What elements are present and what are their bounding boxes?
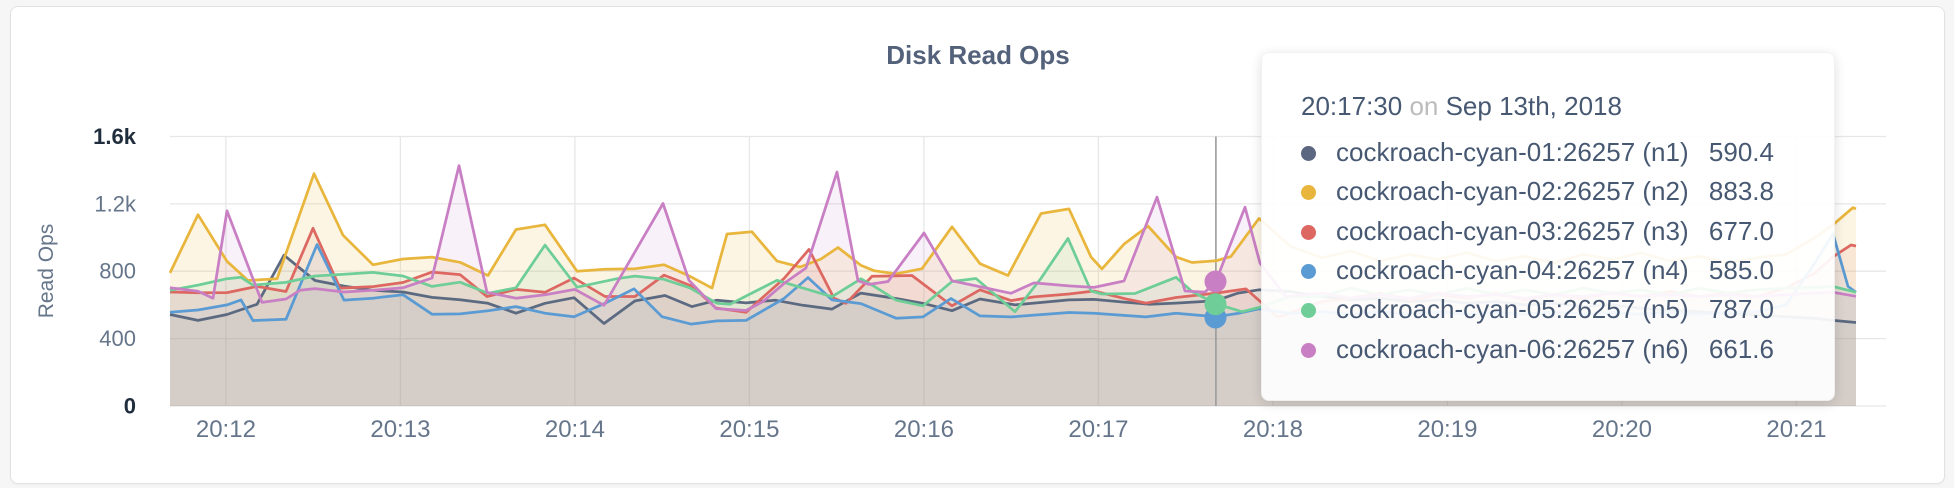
svg-text:20:21: 20:21 [1766, 416, 1826, 443]
svg-text:20:15: 20:15 [719, 416, 779, 443]
svg-text:Read Ops: Read Ops [35, 224, 58, 319]
svg-text:0: 0 [124, 394, 136, 419]
svg-text:20:17: 20:17 [1068, 416, 1128, 443]
svg-text:20:18: 20:18 [1243, 416, 1303, 443]
svg-text:800: 800 [99, 259, 136, 284]
svg-text:20:13: 20:13 [370, 416, 430, 443]
svg-text:20:12: 20:12 [196, 416, 256, 443]
svg-text:1.6k: 1.6k [93, 124, 137, 149]
svg-text:1.2k: 1.2k [94, 191, 137, 216]
svg-text:20:16: 20:16 [894, 416, 954, 443]
svg-text:20:20: 20:20 [1592, 416, 1652, 443]
svg-text:20:14: 20:14 [545, 416, 605, 443]
svg-text:20:19: 20:19 [1417, 416, 1477, 443]
svg-text:400: 400 [99, 326, 136, 351]
